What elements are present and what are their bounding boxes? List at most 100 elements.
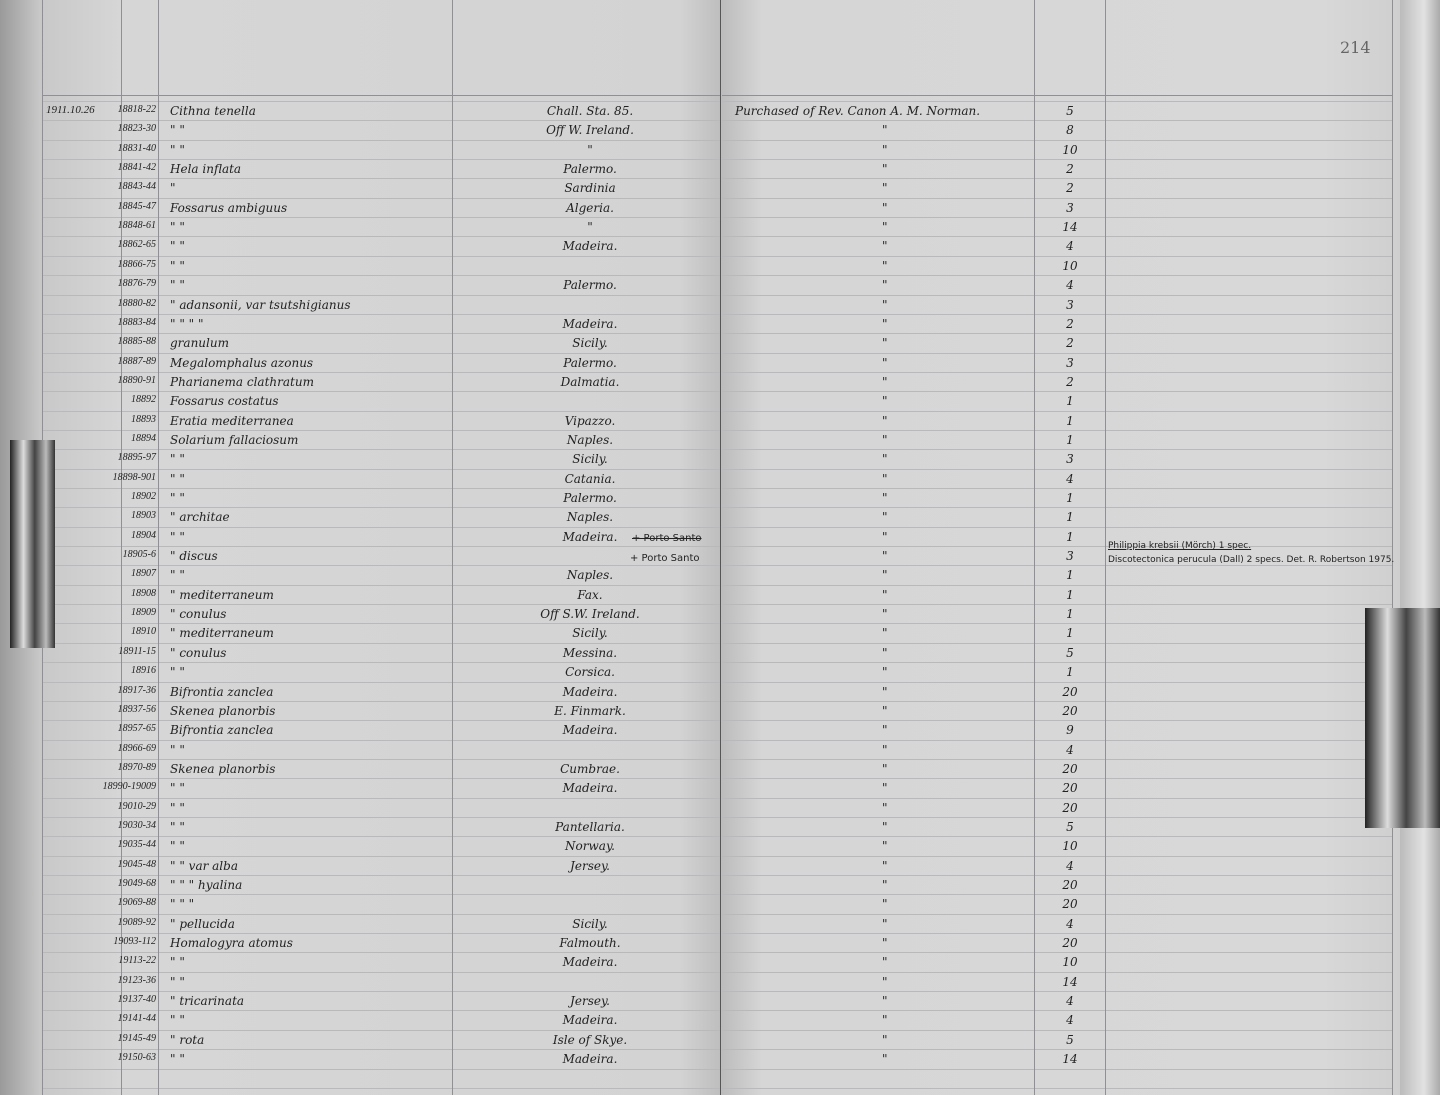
ruled-line	[722, 565, 1392, 567]
specimen-count: 14	[1062, 974, 1078, 989]
species-name: Pharianema clathratum	[170, 374, 314, 389]
species-name: Skenea planorbis	[170, 703, 276, 718]
ruled-line	[722, 159, 1392, 161]
ruled-line	[42, 642, 720, 644]
species-name: " "	[170, 955, 185, 970]
ruled-line	[722, 700, 1392, 702]
header-rule	[42, 95, 720, 96]
register-number: 18892	[131, 394, 156, 406]
source-ditto: "	[882, 665, 888, 680]
specimen-count: 4	[1066, 278, 1074, 293]
locality: Madeira.	[562, 529, 618, 544]
specimen-count: 3	[1066, 549, 1074, 564]
source-ditto: "	[882, 374, 888, 389]
header-rule	[722, 95, 1392, 96]
specimen-count: 3	[1066, 452, 1074, 467]
locality: Naples.	[566, 568, 614, 583]
ruled-line	[722, 797, 1392, 799]
ruled-line	[722, 391, 1392, 393]
source-ditto: "	[882, 220, 888, 235]
ruled-line	[42, 797, 720, 799]
ruled-line	[722, 488, 1392, 489]
species-name: " "	[170, 258, 185, 273]
specimen-count: 10	[1062, 839, 1078, 854]
source-ditto: "	[882, 761, 888, 776]
ruled-line	[42, 1010, 720, 1012]
ruled-line	[42, 236, 720, 238]
source-ditto: "	[882, 529, 888, 544]
species-name: " " " hyalina	[170, 878, 243, 892]
species-name: " "	[170, 742, 185, 757]
source-ditto: "	[882, 200, 888, 215]
species-name: " "	[170, 974, 185, 989]
ruled-line	[722, 1087, 1392, 1089]
book-clamp-right	[1365, 608, 1440, 828]
ruled-line	[722, 1029, 1392, 1031]
ruled-line	[42, 952, 720, 954]
register-number: 18905-6	[122, 549, 156, 561]
ruled-line	[42, 720, 720, 722]
source-ditto: "	[882, 974, 888, 989]
ruled-line	[42, 507, 720, 509]
ruled-line	[722, 894, 1392, 896]
register-number: 18818-22	[117, 104, 156, 115]
ruled-line	[722, 836, 1392, 838]
specimen-count: 4	[1066, 858, 1074, 873]
locality: Madeira.	[562, 684, 618, 699]
specimen-count: 1	[1066, 491, 1074, 505]
ruled-line	[722, 1049, 1392, 1051]
species-name: " architae	[170, 510, 230, 525]
register-number: 18902	[131, 491, 156, 502]
species-name: " tricarinata	[170, 994, 245, 1009]
entry-date: 1911.10.26	[46, 104, 95, 116]
book-clamp-left	[10, 440, 55, 648]
ruled-line	[42, 197, 720, 199]
register-number: 19069-88	[117, 897, 156, 909]
register-number: 18990-19009	[102, 781, 156, 793]
ruled-line	[42, 371, 720, 373]
ruled-line	[722, 333, 1392, 335]
species-name: " conulus	[170, 607, 227, 622]
locality: Sicily.	[572, 626, 608, 641]
species-name: granulum	[170, 336, 229, 351]
specimen-count: 3	[1066, 200, 1074, 215]
species-name: " "	[170, 568, 185, 583]
specimen-count: 20	[1062, 761, 1078, 776]
locality: Vipazzo.	[564, 413, 616, 428]
locality: Isle of Skye.	[552, 1032, 628, 1047]
source-ditto: "	[882, 723, 888, 738]
species-name: " "	[170, 142, 185, 157]
locality: Off S.W. Ireland.	[540, 607, 640, 622]
source-ditto: "	[882, 181, 888, 196]
species-name: Megalomphalus azonus	[170, 355, 314, 370]
source-ditto: "	[882, 936, 888, 951]
column-divider	[1034, 0, 1035, 1095]
left-page	[0, 0, 722, 1095]
locality: Off W. Ireland.	[546, 123, 634, 138]
source-ditto: "	[882, 878, 888, 892]
species-name: " adansonii, var tsutshigianus	[170, 297, 351, 312]
ruled-line	[722, 604, 1392, 606]
register-number: 18937-56	[117, 703, 156, 715]
species-name: " "	[170, 452, 185, 467]
ruled-line	[722, 101, 1392, 102]
register-number: 19093-112	[113, 936, 156, 948]
locality: Pantellaria.	[555, 819, 625, 834]
book-spine	[720, 0, 721, 1095]
ruled-line	[722, 1010, 1392, 1012]
ruled-line	[42, 681, 720, 683]
ruled-line	[722, 410, 1392, 412]
register-number: 19123-36	[117, 974, 156, 986]
locality: Madeira.	[562, 723, 618, 738]
source-ditto: "	[882, 162, 888, 177]
specimen-count: 4	[1066, 471, 1074, 486]
ruled-line	[42, 313, 720, 315]
ruled-line	[722, 758, 1392, 760]
register-number: 18876-79	[117, 278, 156, 290]
specimen-count: 2	[1066, 162, 1074, 177]
register-number: 19141-44	[117, 1013, 156, 1025]
ruled-line	[42, 468, 720, 470]
locality: Naples.	[566, 432, 614, 447]
ruled-line	[42, 875, 720, 876]
ruled-line	[42, 101, 720, 102]
